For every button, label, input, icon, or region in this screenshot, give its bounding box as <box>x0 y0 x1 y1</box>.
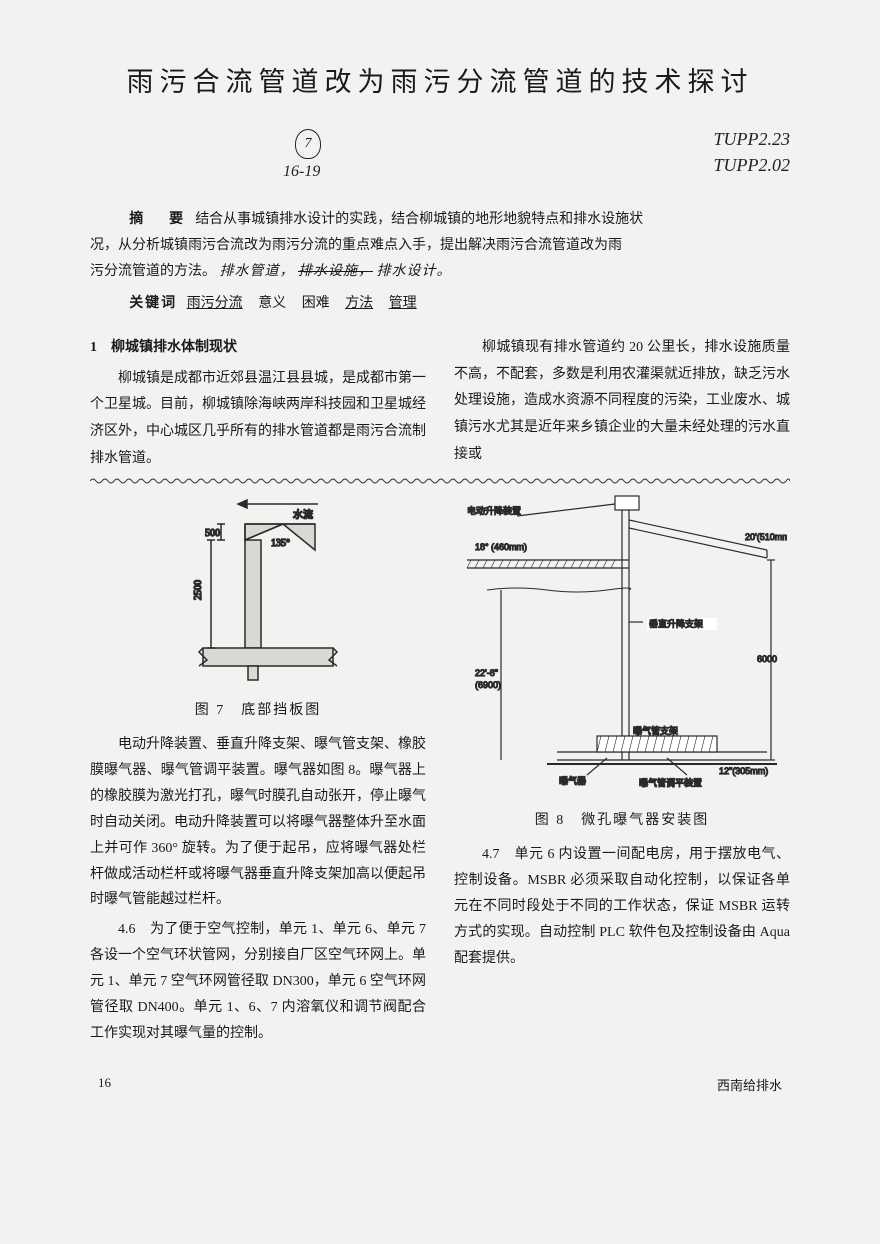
page-footer: 16 西南给排水 <box>90 1075 790 1094</box>
fig8-label-topleft: 电动升降装置 <box>467 505 521 516</box>
kw-4: 管理 <box>389 296 417 311</box>
abstract-hw-2: 排水设计。 <box>377 264 452 279</box>
fig8-angle: 18° <box>475 542 489 552</box>
section1-left-para: 柳城镇是成都市近郊县温江县县城，是成都市第一个卫星城。目前，柳城镇除海峡两岸科技… <box>90 366 426 472</box>
lower-left-col: 水流 135° <box>90 490 426 1047</box>
kw-1: 意义 <box>258 296 286 311</box>
section1-left-col: 1 柳城镇排水体制现状 柳城镇是成都市近郊县温江县县城，是成都市第一个卫星城。目… <box>90 335 426 472</box>
lower-columns: 水流 135° <box>90 490 790 1047</box>
lower-left-para-0: 电动升降装置、垂直升降支架、曝气管支架、橡胶膜曝气器、曝气管调平装置。曝气器如图… <box>90 732 426 913</box>
abstract-line-2: 污分流管道的方法。 <box>90 264 216 279</box>
section1-columns: 1 柳城镇排水体制现状 柳城镇是成都市近郊县温江县县城，是成都市第一个卫星城。目… <box>90 335 790 472</box>
fig8-left-dim-sub: (6900) <box>475 680 501 690</box>
hw-page-range: 16-19 <box>283 163 320 181</box>
abstract-line-0: 结合从事城镇排水设计的实践，结合柳城镇的地形地貌特点和排水设施状 <box>195 212 643 227</box>
section1-heading: 1 柳城镇排水体制现状 <box>90 335 426 362</box>
fig7-dim-2500: 2500 <box>193 580 204 600</box>
fig7-arrow-label: 水流 <box>293 508 313 521</box>
fig8-bottom-left: 曝气器 <box>559 775 586 786</box>
journal-name: 西南给排水 <box>717 1075 782 1094</box>
kw-3: 方法 <box>345 296 373 311</box>
hw-circle-number: 7 <box>295 129 321 159</box>
wavy-divider <box>90 472 790 490</box>
keywords-line: 关键词 雨污分流 意义 困难 方法 管理 <box>90 291 790 318</box>
abstract-block: 摘 要结合从事城镇排水设计的实践，结合柳城镇的地形地貌特点和排水设施状 况，从分… <box>90 207 790 285</box>
figure-8: 电动升降装置 18° (460mm) 20'(51 <box>454 490 790 800</box>
fig8-bottom-mid: 曝气管支架 <box>633 725 678 736</box>
kw-2: 困难 <box>302 296 330 311</box>
fig8-bottom-right: 曝气管调平装置 <box>639 777 702 788</box>
hw-classcode-1: TUPP2.23 <box>714 129 791 150</box>
article-title: 雨污合流管道改为雨污分流管道的技术探讨 <box>90 60 790 99</box>
fig8-bottom-dim: 12"(305mm) <box>719 766 768 776</box>
lower-left-para-1: 4.6 为了便于空气控制，单元 1、单元 6、单元 7 各设一个空气环状管网，分… <box>90 917 426 1046</box>
fig8-right-top-dim: 20'(510mm) <box>745 532 787 542</box>
hw-classcode-2: TUPP2.02 <box>714 155 791 176</box>
keywords-label: 关键词 <box>129 296 177 311</box>
kw-0: 雨污分流 <box>187 296 243 311</box>
fig8-right-main-dim: 6000 <box>757 654 777 664</box>
abstract-label: 摘 要 <box>129 212 189 227</box>
lower-right-col: 电动升降装置 18° (460mm) 20'(51 <box>454 490 790 1047</box>
figure-7-caption: 图 7 底部挡板图 <box>90 698 426 724</box>
abstract-hw-0: 排水管道， <box>220 264 295 279</box>
abstract-hw-1: 排水设施， <box>298 264 373 279</box>
lower-right-para-0: 4.7 单元 6 内设置一间配电房，用于摆放电气、控制设备。MSBR 必须采取自… <box>454 842 790 971</box>
handwriting-zone: 7 16-19 TUPP2.23 TUPP2.02 <box>90 129 790 199</box>
abstract-line-1: 况，从分析城镇雨污合流改为雨污分流的重点难点入手，提出解决雨污合流管道改为雨 <box>90 233 790 259</box>
figure-8-caption: 图 8 微孔曝气器安装图 <box>454 808 790 834</box>
fig8-mid-label: 垂直升降支架 <box>649 618 703 629</box>
section1-right-col: 柳城镇现有排水管道约 20 公里长，排水设施质量不高，不配套，多数是利用农灌渠就… <box>454 335 790 472</box>
fig7-dim-500: 500 <box>205 528 220 539</box>
fig8-left-dim: 22'-8" <box>475 668 498 678</box>
fig8-angle-dim: (460mm) <box>491 542 527 552</box>
section1-right-para: 柳城镇现有排水管道约 20 公里长，排水设施质量不高，不配套，多数是利用农灌渠就… <box>454 335 790 468</box>
fig7-angle: 135° <box>271 538 290 549</box>
page-number: 16 <box>98 1075 111 1094</box>
figure-7: 水流 135° <box>90 490 426 690</box>
